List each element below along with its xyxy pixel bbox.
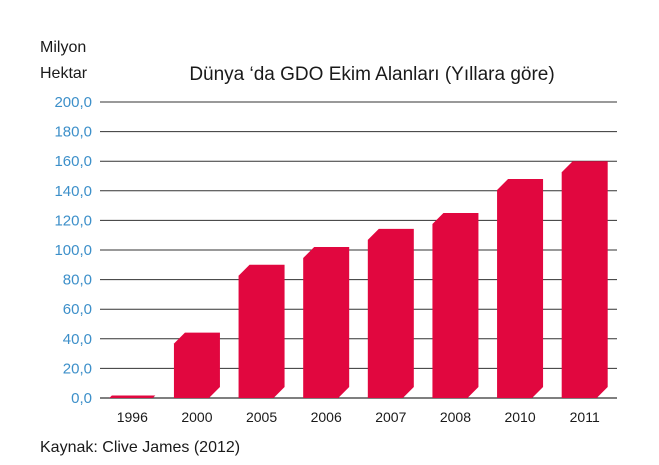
y-axis-label-line1: Milyon xyxy=(40,39,86,56)
chart-title: Dünya ‘da GDO Ekim Alanları (Yıllara gör… xyxy=(189,64,554,85)
source-note: Kaynak: Clive James (2012) xyxy=(40,439,240,456)
y-tick-labels: 0,0 20,0 40,0 60,0 80,0 100,0 120,0 140,0 160,0 1… xyxy=(54,94,92,407)
y-tick-label: 200,0 xyxy=(54,94,92,111)
y-tick-label: 160,0 xyxy=(54,153,92,170)
bar xyxy=(367,228,414,398)
y-tick-label: 100,0 xyxy=(54,242,92,259)
y-tick-label: 60,0 xyxy=(63,301,92,318)
y-tick-label: 180,0 xyxy=(54,124,92,141)
bar xyxy=(432,213,479,398)
y-axis-label-line2: Hektar xyxy=(40,65,88,82)
bar xyxy=(109,395,156,398)
y-tick-label: 20,0 xyxy=(63,360,92,377)
x-tick-label: 2011 xyxy=(570,409,600,425)
y-tick-label: 80,0 xyxy=(63,272,92,289)
y-tick-label: 120,0 xyxy=(54,212,92,229)
bar xyxy=(303,247,350,398)
bar xyxy=(173,332,220,398)
bar xyxy=(238,264,285,398)
bars xyxy=(109,161,608,398)
x-tick-label: 1996 xyxy=(117,409,148,425)
x-tick-labels: 1996 2000 2005 2006 2007 2008 2010 2011 xyxy=(117,409,600,425)
x-tick-label: 2007 xyxy=(375,409,406,425)
x-tick-label: 2010 xyxy=(504,409,535,425)
y-tick-label: 140,0 xyxy=(54,183,92,200)
x-tick-label: 2008 xyxy=(440,409,471,425)
x-tick-label: 2006 xyxy=(311,409,342,425)
x-tick-label: 2005 xyxy=(246,409,277,425)
bar xyxy=(561,161,608,398)
bar xyxy=(497,178,544,398)
y-tick-label: 0,0 xyxy=(71,390,92,407)
y-tick-label: 40,0 xyxy=(63,331,92,348)
x-tick-label: 2000 xyxy=(181,409,212,425)
